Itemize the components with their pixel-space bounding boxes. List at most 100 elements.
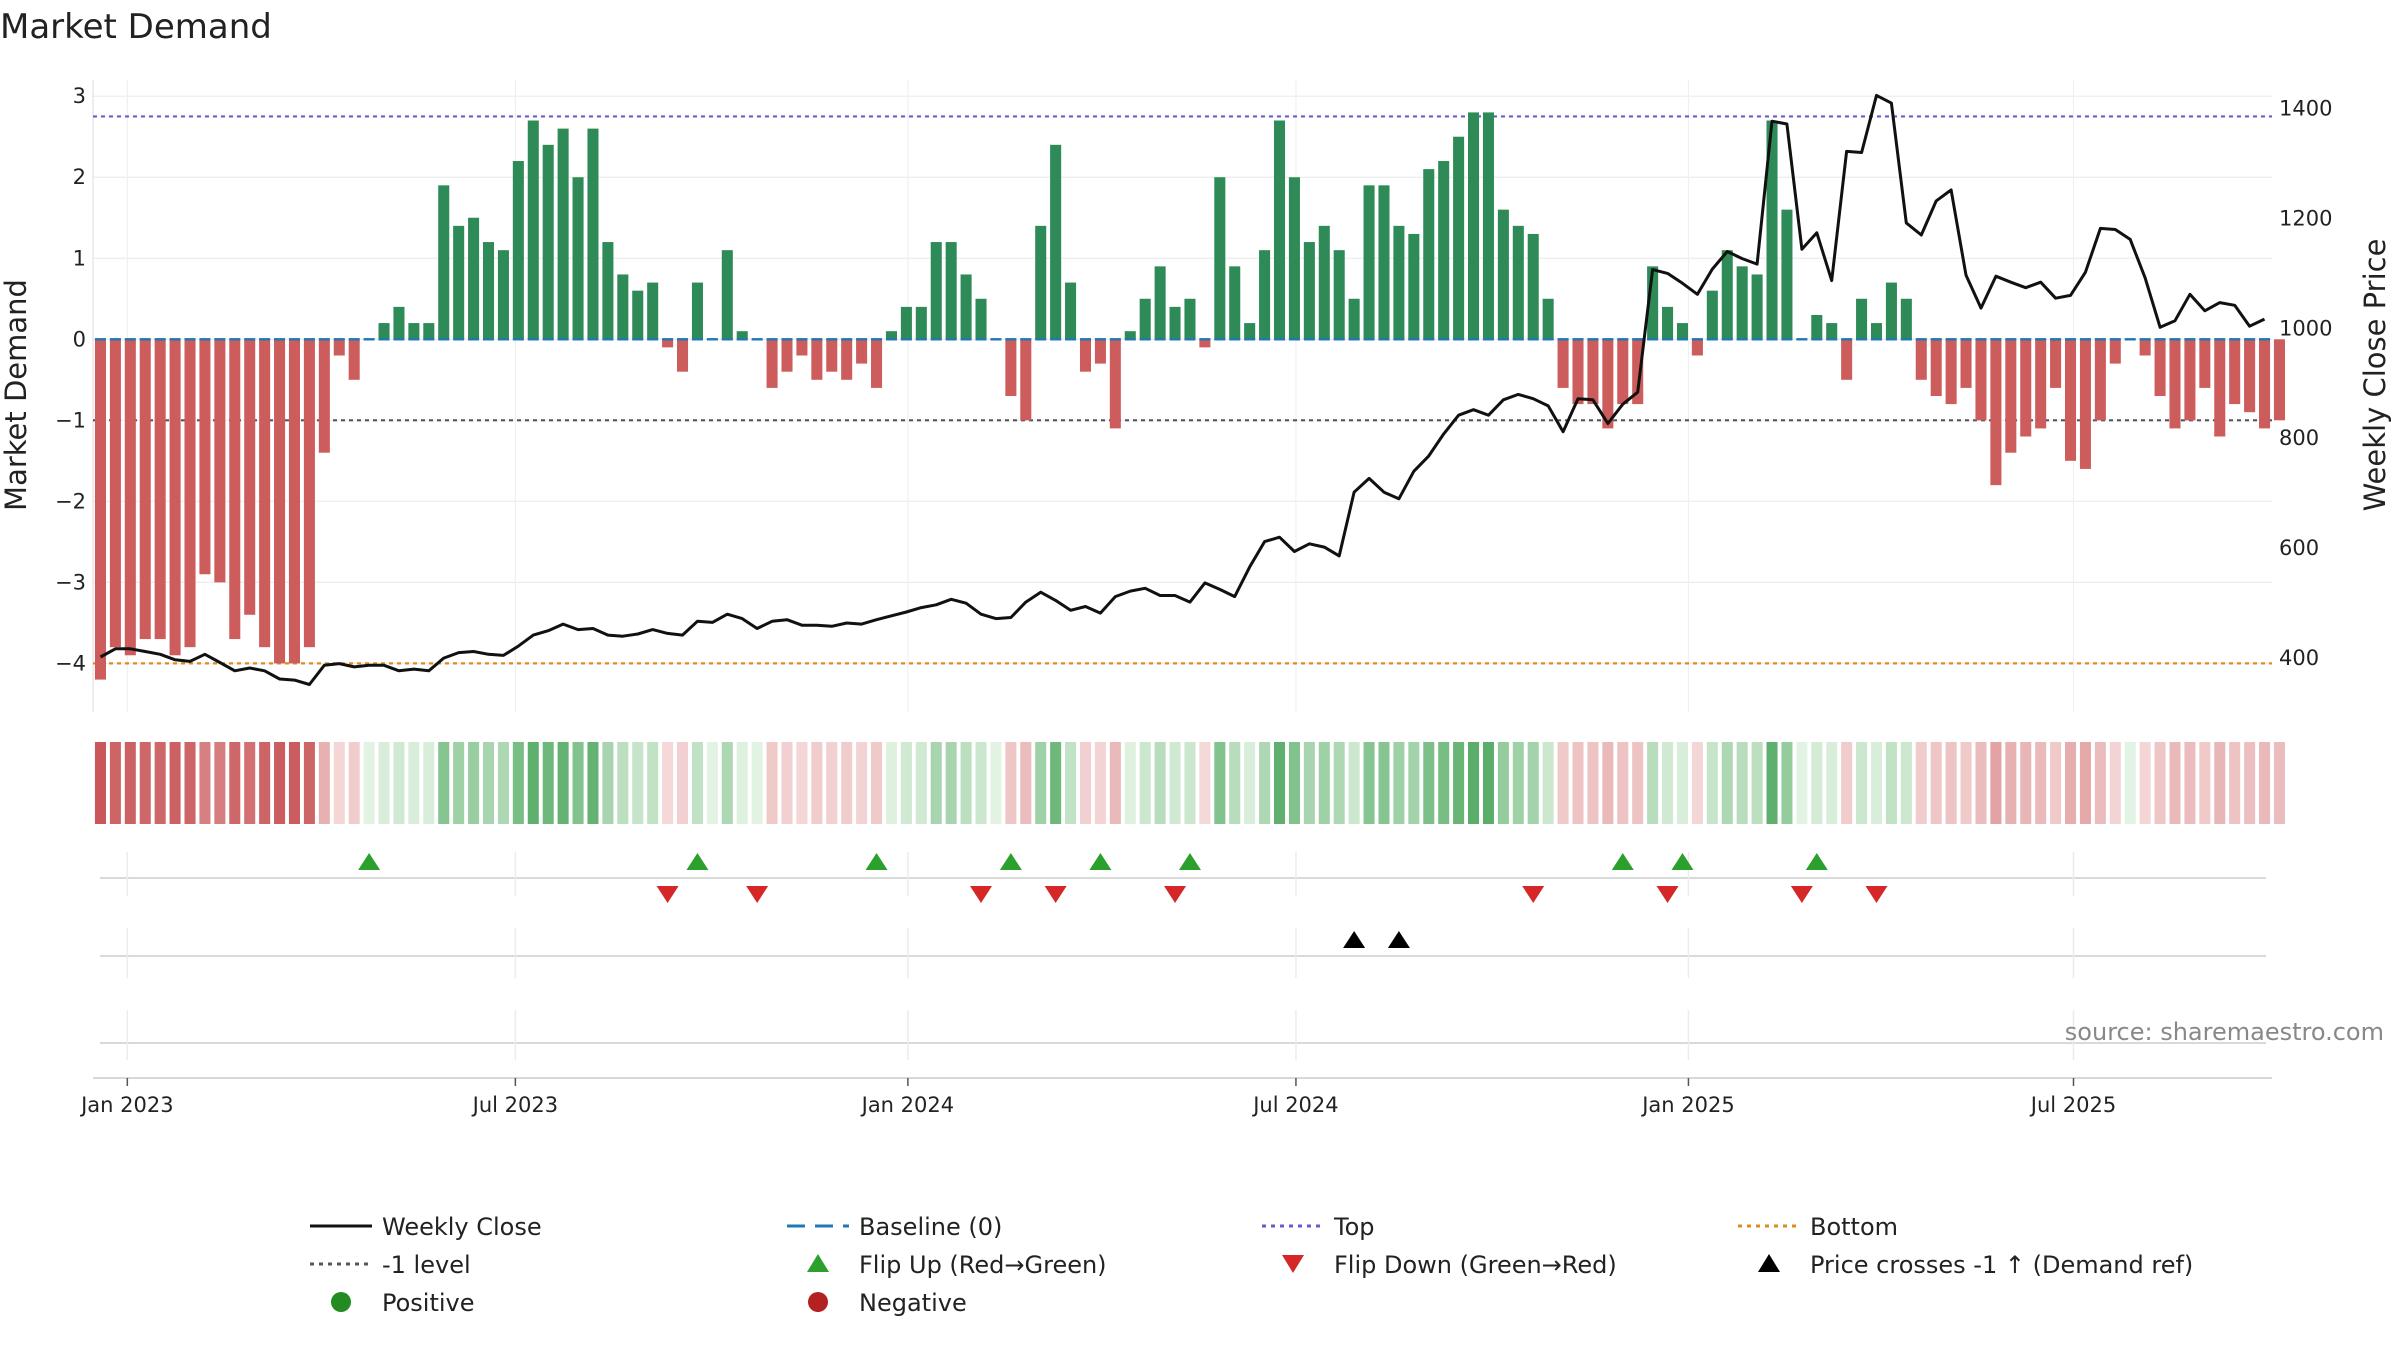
y-left-tick-label: 0 [73,327,86,351]
demand-bar [542,144,554,340]
demand-bar [1542,298,1554,340]
heat-cell [826,742,838,824]
heat-cell [930,742,942,824]
heat-cell [2124,742,2136,824]
demand-bar [945,242,957,340]
flip-up-marker [686,853,709,870]
weekly-close-series [99,93,2266,686]
flip-down-marker [1656,886,1679,903]
heat-cell [1691,742,1703,824]
demand-bar [468,217,480,340]
demand-bar [602,242,614,340]
heat-cell [1796,742,1808,824]
heat-cell [1348,742,1360,824]
demand-bar [1438,161,1450,340]
heat-cell [1990,742,2002,824]
heat-cell [2050,742,2062,824]
flip-down-marker [746,886,769,903]
heat-cell [841,742,853,824]
heat-cell [587,742,599,824]
demand-bar [811,339,823,380]
demand-bar [1990,339,2002,486]
legend-item: Price crosses -1 ↑ (Demand ref) [1758,1251,2193,1279]
demand-bar [512,161,524,340]
heat-cell [438,742,450,824]
heat-cell [497,742,509,824]
demand-bar [527,120,539,340]
demand-bar [393,306,405,340]
heat-cell [1662,742,1674,824]
demand-bar [2273,339,2285,421]
flip-up-marker [1611,853,1634,870]
demand-bar [2079,339,2091,469]
x-tick-label: Jan 2024 [860,1093,955,1117]
heat-cell [1930,742,1942,824]
demand-bar [2199,339,2211,388]
heat-cell [1647,742,1659,824]
demand-bar [721,250,733,340]
demand-bar [677,339,689,372]
heat-cell [900,742,912,824]
legend-item: Top [1262,1213,1375,1241]
legend-label: Top [1333,1213,1375,1241]
demand-bar [1094,339,1106,364]
heat-cell [736,742,748,824]
heat-cell [2259,742,2271,824]
heat-cell [1676,742,1688,824]
heat-cell [1184,742,1196,824]
demand-bar [871,339,883,388]
demand-bar [2184,339,2196,421]
heat-cell [1318,742,1330,824]
heat-cell [796,742,808,824]
heat-cell [1945,742,1957,824]
heat-cell [2154,742,2166,824]
demand-bar [1035,225,1047,340]
heat-cell [109,742,121,824]
legend-item: Negative [808,1289,967,1317]
y-axis-right-label: Weekly Close Price [2358,239,2392,512]
heat-cell [1766,742,1778,824]
y-left-tick-label: 2 [73,165,86,189]
heat-cell [1826,742,1838,824]
demand-bar [1870,323,1883,340]
legend-item: Bottom [1738,1213,1898,1241]
y-left-tick-label: −2 [55,489,86,513]
heat-cell [2273,742,2285,824]
heat-cell [1736,742,1748,824]
heat-cell [1169,742,1181,824]
demand-bar [1065,282,1077,340]
heat-cell [1841,742,1853,824]
demand-bar [1706,290,1718,340]
demand-bar [1139,298,1151,340]
heat-cell [691,742,703,824]
heat-cell [990,742,1002,824]
y-axis-right-ticks: 1400 1200 1000 800 600 400 [2279,96,2332,670]
demand-bar [1691,339,1703,356]
signal-panels [93,852,2272,1079]
heat-cell [1408,742,1420,824]
heat-cell [1259,742,1271,824]
y-axis-left-ticks: 3 2 1 0 −1 −2 −3 −4 [55,84,86,675]
heat-cell [721,742,733,824]
demand-bar [2214,339,2226,437]
heat-cell [2184,742,2196,824]
heat-cell [1020,742,1032,824]
demand-bar [423,323,435,340]
heat-cell [1288,742,1300,824]
heat-cell [2214,742,2226,824]
heat-cell [1542,742,1554,824]
heat-cell [706,742,718,824]
chart-title: Market Demand [0,7,272,47]
demand-bar [1229,266,1241,340]
heat-cell [542,742,554,824]
demand-bar [2094,339,2106,421]
heat-cell [766,742,778,824]
demand-bar [1393,225,1405,340]
legend-label: Baseline (0) [859,1213,1002,1241]
heat-cell [124,742,136,824]
heat-cell [1393,742,1405,824]
y-right-tick-label: 800 [2279,426,2319,450]
demand-bar [453,225,465,340]
heat-cell [2229,742,2241,824]
heat-cell [1811,742,1823,824]
